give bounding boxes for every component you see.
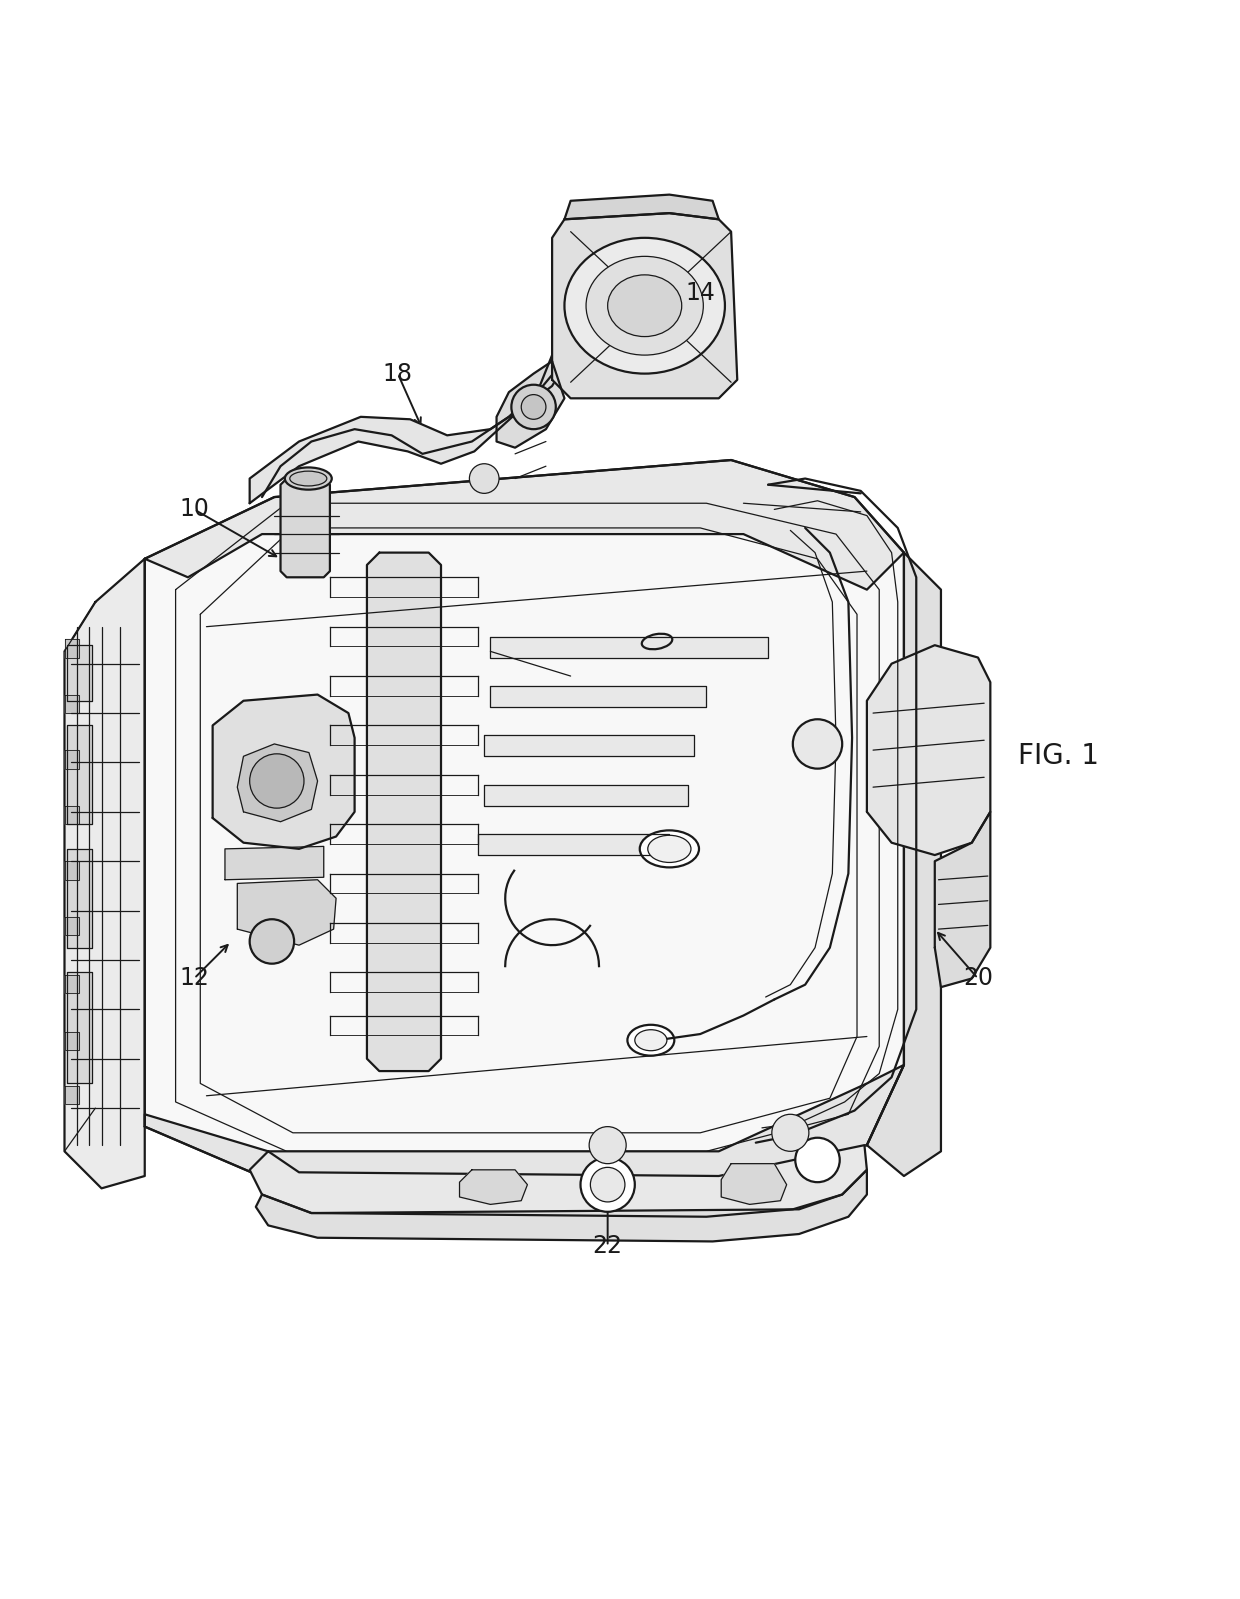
- Polygon shape: [64, 916, 79, 935]
- Ellipse shape: [642, 633, 672, 649]
- Polygon shape: [67, 644, 92, 700]
- Polygon shape: [367, 553, 441, 1071]
- Polygon shape: [249, 336, 570, 504]
- Polygon shape: [867, 644, 991, 855]
- Ellipse shape: [635, 1030, 667, 1051]
- Polygon shape: [145, 461, 904, 1182]
- Polygon shape: [722, 1164, 786, 1204]
- Ellipse shape: [587, 256, 703, 355]
- Polygon shape: [484, 736, 694, 756]
- Text: FIG. 1: FIG. 1: [1018, 742, 1099, 771]
- Circle shape: [470, 464, 498, 494]
- Polygon shape: [935, 812, 991, 987]
- Polygon shape: [64, 640, 79, 657]
- Text: 20: 20: [963, 966, 993, 990]
- Polygon shape: [255, 1170, 867, 1241]
- Polygon shape: [552, 213, 738, 398]
- Polygon shape: [212, 694, 355, 849]
- Polygon shape: [496, 361, 564, 448]
- Polygon shape: [237, 879, 336, 945]
- Ellipse shape: [627, 1025, 675, 1055]
- Polygon shape: [64, 862, 79, 879]
- Polygon shape: [237, 744, 317, 822]
- Ellipse shape: [640, 830, 699, 867]
- Circle shape: [771, 1115, 808, 1151]
- Circle shape: [580, 1158, 635, 1212]
- Circle shape: [249, 753, 304, 807]
- Polygon shape: [64, 694, 79, 713]
- Text: 14: 14: [686, 281, 715, 305]
- Circle shape: [511, 385, 556, 429]
- Polygon shape: [490, 636, 768, 657]
- Polygon shape: [67, 726, 92, 823]
- Polygon shape: [479, 835, 670, 855]
- Text: 22: 22: [593, 1234, 622, 1258]
- Circle shape: [589, 1127, 626, 1164]
- Polygon shape: [224, 846, 324, 879]
- Circle shape: [249, 919, 294, 964]
- Polygon shape: [64, 1086, 79, 1105]
- Polygon shape: [145, 1065, 904, 1182]
- Circle shape: [792, 720, 842, 769]
- Polygon shape: [64, 806, 79, 823]
- Polygon shape: [64, 558, 145, 1188]
- Ellipse shape: [285, 467, 332, 489]
- Polygon shape: [564, 195, 719, 219]
- Circle shape: [795, 1138, 839, 1182]
- Ellipse shape: [290, 472, 327, 486]
- Polygon shape: [484, 785, 688, 806]
- Ellipse shape: [564, 238, 725, 374]
- Polygon shape: [64, 975, 79, 993]
- Circle shape: [590, 1167, 625, 1202]
- Polygon shape: [64, 1031, 79, 1051]
- Ellipse shape: [647, 835, 691, 862]
- Polygon shape: [460, 1170, 527, 1204]
- Circle shape: [521, 395, 546, 419]
- Text: 12: 12: [179, 966, 210, 990]
- Polygon shape: [64, 750, 79, 769]
- Polygon shape: [67, 849, 92, 948]
- Polygon shape: [867, 553, 941, 1175]
- Text: 18: 18: [383, 361, 413, 385]
- Polygon shape: [280, 478, 330, 577]
- Ellipse shape: [608, 275, 682, 336]
- Polygon shape: [67, 972, 92, 1084]
- Text: 10: 10: [179, 497, 210, 521]
- Polygon shape: [249, 1145, 867, 1217]
- Polygon shape: [145, 461, 904, 590]
- Polygon shape: [490, 686, 707, 707]
